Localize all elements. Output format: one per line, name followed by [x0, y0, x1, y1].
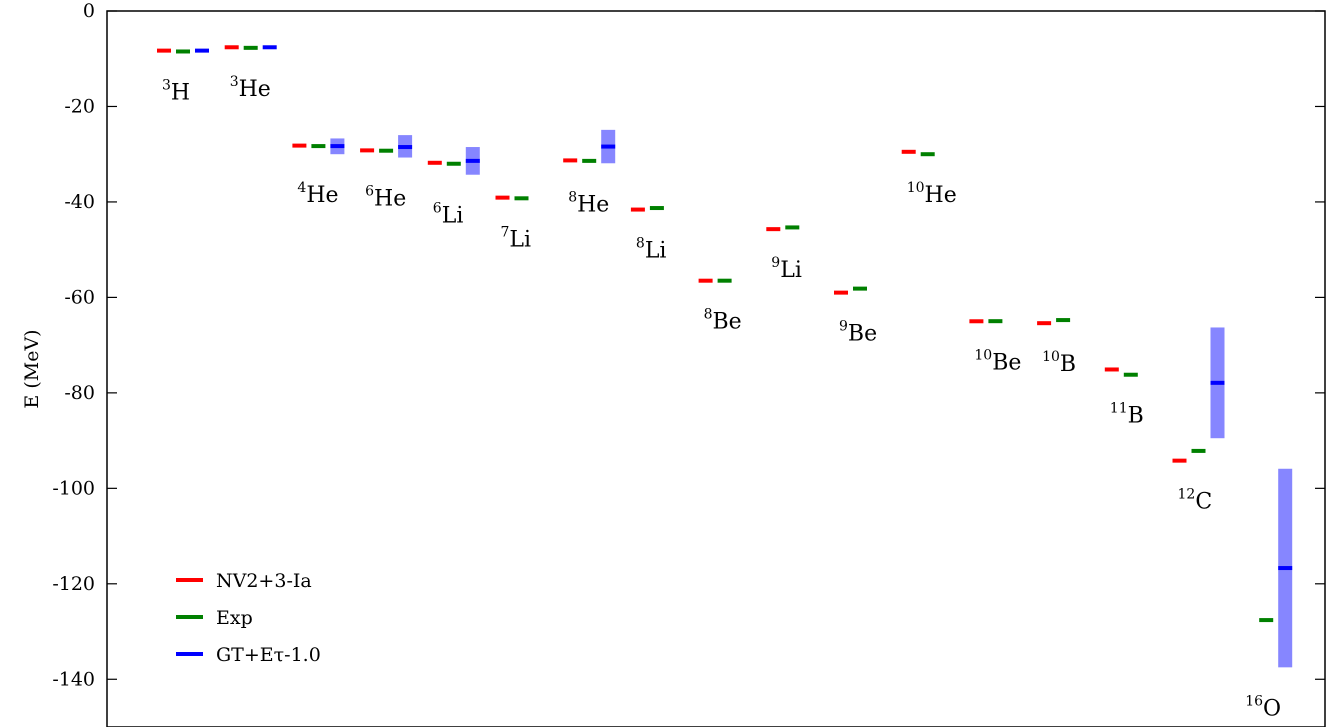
nucleus-label: 7Li	[501, 224, 532, 252]
nucleus-label: 10Be	[974, 347, 1021, 375]
gt-marker	[330, 144, 345, 149]
nucleus-label: 6Li	[433, 201, 464, 229]
nucleus-label: 8He	[568, 189, 609, 217]
gt-marker	[1278, 566, 1293, 571]
nv-marker	[157, 48, 171, 53]
y-tick-label: -40	[64, 191, 95, 213]
nucleus-labels: 3H 3He 4He 6He 6Li 7Li 8He 8Li 8Be 9Li 9Be 10He 10Be…	[162, 74, 1281, 721]
exp-marker	[1191, 448, 1206, 453]
nv-marker	[901, 149, 916, 154]
y-tick-label: -120	[52, 573, 95, 595]
nucleus-label: 8Li	[636, 236, 667, 264]
nv-marker	[1104, 367, 1119, 372]
gt-marker	[262, 45, 277, 50]
nv-marker	[698, 278, 713, 283]
nucleus-label: 3He	[230, 74, 271, 102]
exp-marker	[785, 225, 800, 230]
gt-marker	[465, 158, 480, 163]
energy-markers	[157, 45, 1293, 623]
legend-label: Exp	[216, 607, 253, 629]
y-tick-label: 0	[83, 0, 95, 22]
nv-marker	[1037, 321, 1052, 326]
legend-label: GT+Eτ-1.0	[216, 644, 321, 666]
gt-marker	[398, 145, 413, 150]
exp-marker	[1259, 618, 1274, 623]
exp-marker	[988, 319, 1003, 324]
gt-marker	[195, 48, 209, 53]
nv-marker	[834, 290, 848, 295]
y-tick-label: -100	[52, 477, 95, 499]
nv-marker	[630, 207, 645, 212]
exp-marker	[853, 286, 867, 291]
legend-swatch	[176, 615, 203, 619]
y-axis-title: E (MeV)	[21, 329, 43, 408]
legend-swatch	[176, 652, 203, 656]
nv-marker	[360, 148, 375, 153]
exp-marker	[717, 278, 732, 283]
exp-marker	[311, 144, 326, 149]
exp-marker	[379, 148, 394, 153]
nv-marker	[766, 227, 781, 232]
nv-marker	[1172, 458, 1187, 463]
nucleus-label: 9Be	[839, 319, 877, 347]
nv-marker	[224, 45, 239, 50]
nucleus-label: 4He	[297, 180, 338, 208]
legend-swatch	[176, 578, 203, 582]
exp-marker	[1123, 372, 1138, 377]
nucleus-label: 10B	[1042, 349, 1076, 377]
nucleus-label: 9Li	[771, 255, 802, 283]
plot-frame	[106, 10, 1326, 727]
nv-marker	[292, 143, 307, 148]
y-axis: 0 -20 -40 -60 -80 -100 -120 -140	[52, 0, 1325, 690]
nucleus-label: 11B	[1110, 401, 1144, 429]
nucleus-label: 6He	[365, 184, 406, 212]
exp-marker	[649, 206, 664, 211]
exp-marker	[514, 196, 529, 201]
exp-marker	[1056, 318, 1071, 323]
exp-marker	[446, 161, 461, 166]
y-tick-label: -20	[64, 95, 95, 117]
nucleus-label: 10He	[907, 180, 957, 208]
exp-marker	[920, 152, 935, 157]
exp-marker	[176, 49, 190, 54]
y-tick-label: -60	[64, 286, 95, 308]
y-tick-label: -140	[52, 668, 95, 690]
gt-marker	[601, 144, 616, 149]
exp-marker	[582, 158, 597, 163]
gt-marker	[1210, 380, 1225, 385]
nucleus-label: 12C	[1178, 487, 1213, 515]
nv-marker	[427, 160, 442, 165]
gt-uncertainty-bands	[330, 129, 1293, 668]
nucleus-label: 3H	[162, 77, 190, 105]
nucleus-label: 16O	[1245, 693, 1281, 721]
nv-marker	[969, 319, 984, 324]
legend: NV2+3-Ia Exp GT+Eτ-1.0	[176, 570, 321, 666]
nv-marker	[495, 195, 510, 200]
nv-marker	[563, 158, 578, 163]
legend-label: NV2+3-Ia	[216, 570, 312, 592]
exp-marker	[243, 45, 258, 50]
y-tick-label: -80	[64, 382, 95, 404]
nucleus-label: 8Be	[704, 307, 742, 335]
